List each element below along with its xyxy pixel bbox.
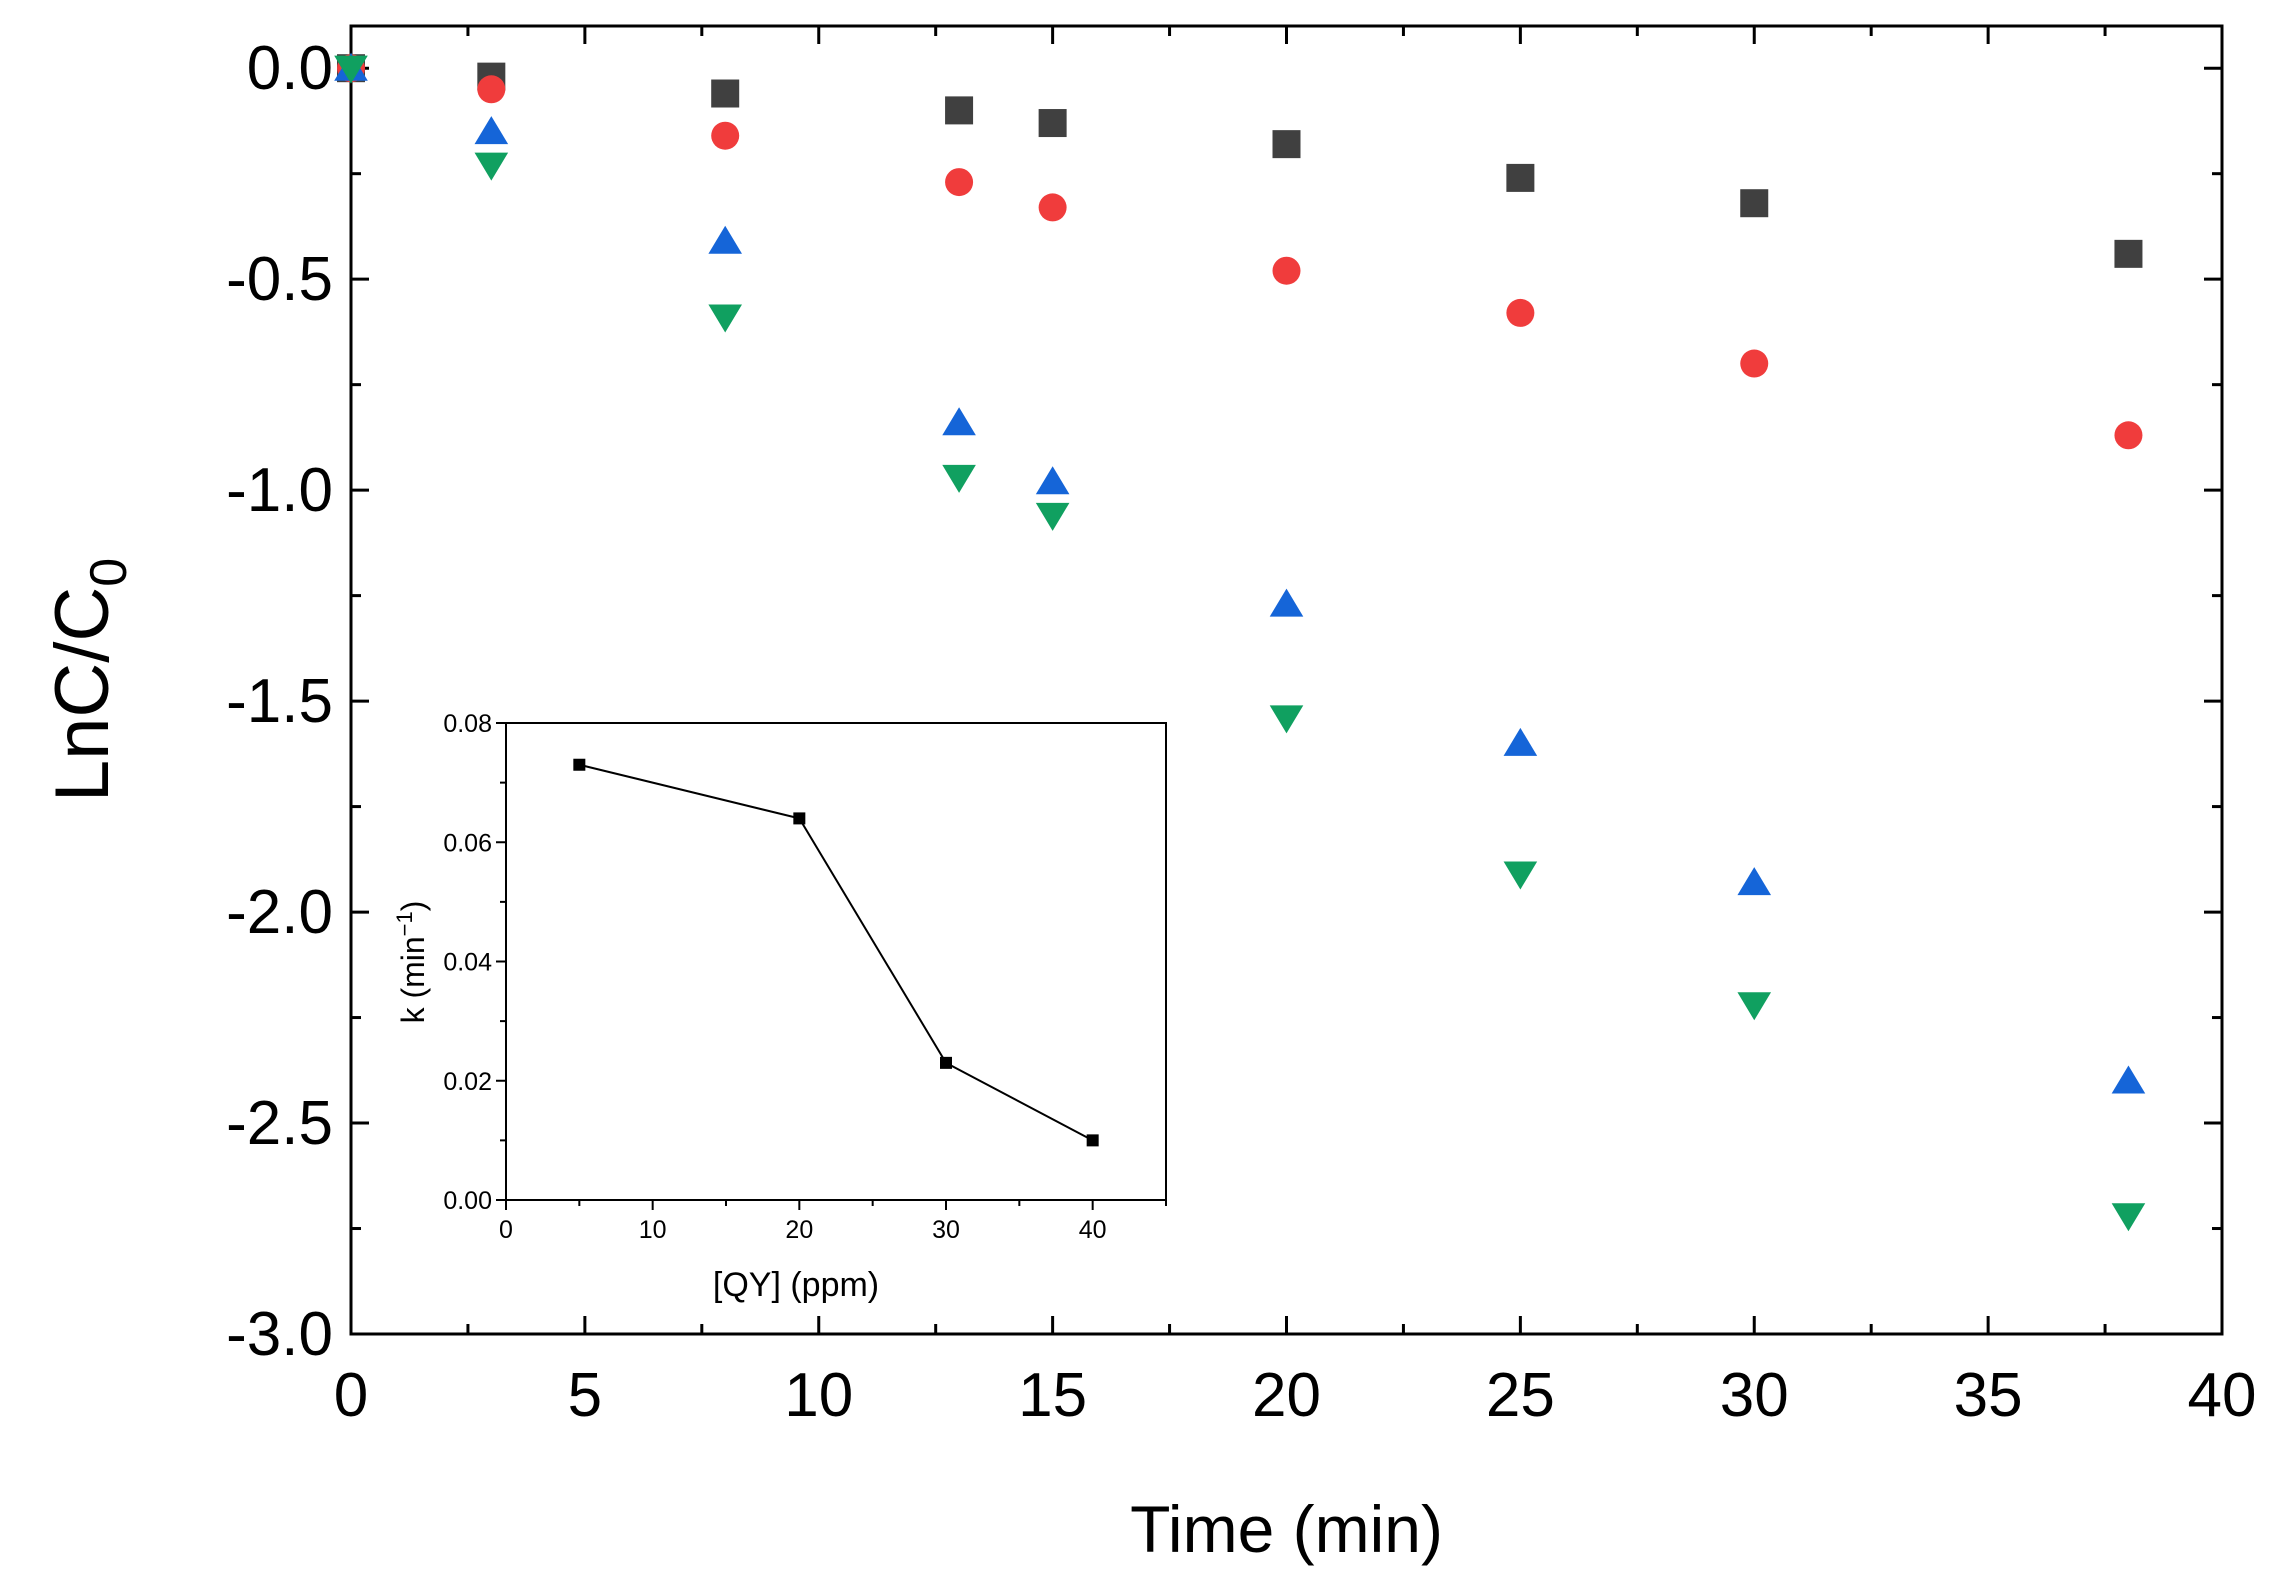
data-point xyxy=(1035,502,1070,531)
data-point xyxy=(1503,861,1538,890)
inset-data-point xyxy=(940,1056,952,1069)
data-point xyxy=(1035,466,1070,495)
y-tick-label: -2.0 xyxy=(226,878,333,947)
x-tick-label: 0 xyxy=(334,1361,368,1430)
data-point xyxy=(1272,256,1301,285)
inset-x-tick-label: 40 xyxy=(1079,1216,1107,1244)
inset-y-tick-label: 0.02 xyxy=(443,1068,492,1096)
series-4 xyxy=(334,55,2146,1232)
inset-x-tick-label: 30 xyxy=(932,1216,960,1244)
x-tick-label: 20 xyxy=(1252,1361,1321,1430)
y-tick-label: -0.5 xyxy=(226,245,333,314)
x-tick-label: 35 xyxy=(1954,1361,2023,1430)
data-point xyxy=(2114,239,2143,268)
inset-y-axis-title-close: ) xyxy=(395,901,431,912)
data-point xyxy=(942,407,976,436)
data-point xyxy=(1506,163,1535,192)
data-point xyxy=(708,225,742,254)
series-2 xyxy=(337,54,2143,450)
inset-data-point xyxy=(573,758,586,771)
inset-y-tick-label: 0.08 xyxy=(443,710,492,738)
data-point xyxy=(2111,1203,2146,1232)
inset-y-tick-label: 0.04 xyxy=(443,949,492,977)
data-point xyxy=(2111,1065,2146,1094)
x-tick-label: 5 xyxy=(568,1361,602,1430)
inset-series-line xyxy=(579,763,1094,1142)
series-1 xyxy=(337,54,2143,268)
y-tick-label: -3.0 xyxy=(226,1300,333,1369)
y-tick-label: -2.5 xyxy=(226,1089,333,1158)
data-point xyxy=(1740,349,1769,378)
inset-y-tick-label: 0.00 xyxy=(443,1187,492,1215)
y-tick-label: -1.5 xyxy=(226,667,333,736)
inset-x-tick-label: 20 xyxy=(785,1216,813,1244)
data-point xyxy=(1737,867,1772,896)
inset-data-point xyxy=(1086,1134,1099,1147)
data-point xyxy=(2114,421,2143,450)
data-point xyxy=(1506,298,1535,327)
data-point xyxy=(711,79,740,108)
x-tick-label: 25 xyxy=(1486,1361,1555,1430)
data-point xyxy=(1269,705,1304,734)
data-point xyxy=(474,152,509,181)
inset-x-axis-title: [QY] (ppm) xyxy=(713,1266,879,1304)
inset-frame xyxy=(505,722,1167,1201)
y-axis-title: LnC/C0 xyxy=(40,558,138,802)
main-plot: 0 5 10 15 20 25 30 35 40 0.0 -0.5 -1.0 -1.5 -2.0 -2.5 -… xyxy=(40,24,2257,1566)
data-point xyxy=(1038,193,1067,222)
data-point xyxy=(942,464,976,493)
data-point xyxy=(1737,992,1772,1021)
x-tick-label: 30 xyxy=(1720,1361,1789,1430)
data-point xyxy=(1272,130,1301,159)
inset-y-axis-title-superscript: −1 xyxy=(392,911,417,936)
data-point xyxy=(1503,727,1538,756)
data-point xyxy=(1038,109,1067,138)
data-point xyxy=(334,55,368,84)
inset-plot: 0 10 20 30 40 0.00 0.02 0.04 0.06 0.08 [QY] (ppm) k… xyxy=(392,710,1167,1304)
inset-y-axis-title: k (min−1) xyxy=(392,901,431,1024)
series-3 xyxy=(334,52,2146,1094)
data-point xyxy=(708,304,742,333)
data-point xyxy=(945,96,974,125)
inset-series-1 xyxy=(573,758,1099,1147)
inset-x-tick-label: 10 xyxy=(639,1216,667,1244)
x-tick-label: 40 xyxy=(2188,1361,2257,1430)
data-point xyxy=(945,168,974,197)
y-tick-label: 0.0 xyxy=(247,34,333,103)
x-tick-label: 10 xyxy=(784,1361,853,1430)
inset-x-tick-label: 0 xyxy=(499,1216,513,1244)
data-point xyxy=(1740,189,1769,218)
x-tick-label: 15 xyxy=(1018,1361,1087,1430)
data-point xyxy=(1269,588,1304,617)
data-point xyxy=(474,116,509,145)
y-tick-label: -1.0 xyxy=(226,456,333,525)
y-axis-title-subscript: 0 xyxy=(80,558,138,587)
data-point xyxy=(711,121,740,150)
inset-data-point xyxy=(793,812,806,825)
data-point xyxy=(477,75,506,104)
inset-y-tick-label: 0.06 xyxy=(443,829,492,857)
x-axis-title: Time (min) xyxy=(1130,1492,1443,1566)
